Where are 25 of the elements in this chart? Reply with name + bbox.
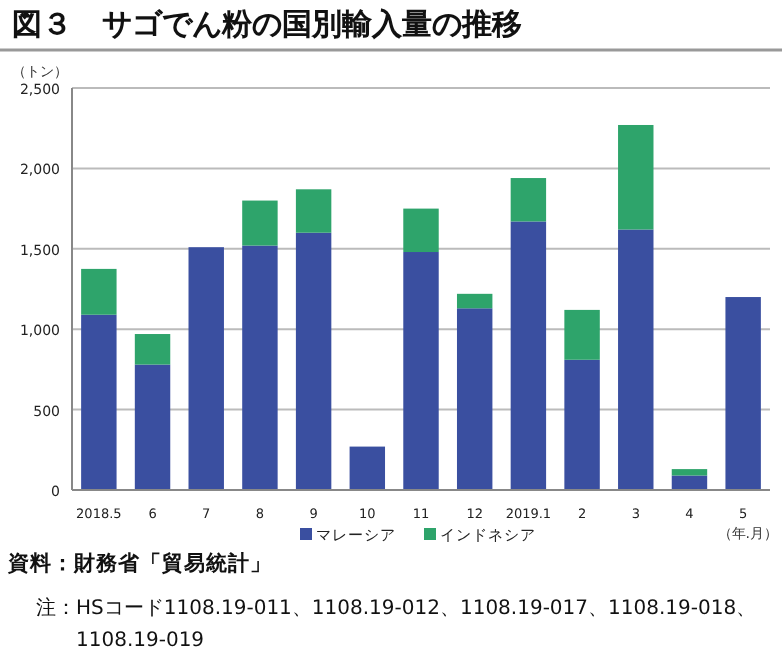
bar (134, 364, 171, 490)
bar (81, 314, 117, 490)
bar (242, 200, 278, 246)
text: 資料：財務省「貿易統計」 (6, 550, 272, 576)
bar (403, 208, 439, 253)
bar (456, 308, 493, 490)
bar (725, 297, 761, 490)
bar (510, 178, 547, 222)
bar (242, 245, 278, 490)
bar (456, 293, 493, 309)
bar (671, 469, 708, 476)
bar (81, 268, 117, 315)
bar (295, 189, 332, 233)
bar (618, 229, 654, 490)
bar (295, 232, 332, 490)
bar (564, 309, 600, 360)
bar (618, 124, 654, 230)
bar (403, 252, 439, 490)
text: 注：HSコード1108.19-011、1108.19-012、1108.19-017、1108.19-018、1108.19-019 (36, 596, 757, 652)
chart-title: 図３ サゴでん粉の国別輸入量の推移 (12, 6, 522, 42)
bar (188, 247, 224, 490)
bar (564, 359, 600, 490)
bar (349, 446, 386, 490)
bar (510, 221, 547, 490)
bar (134, 334, 171, 365)
